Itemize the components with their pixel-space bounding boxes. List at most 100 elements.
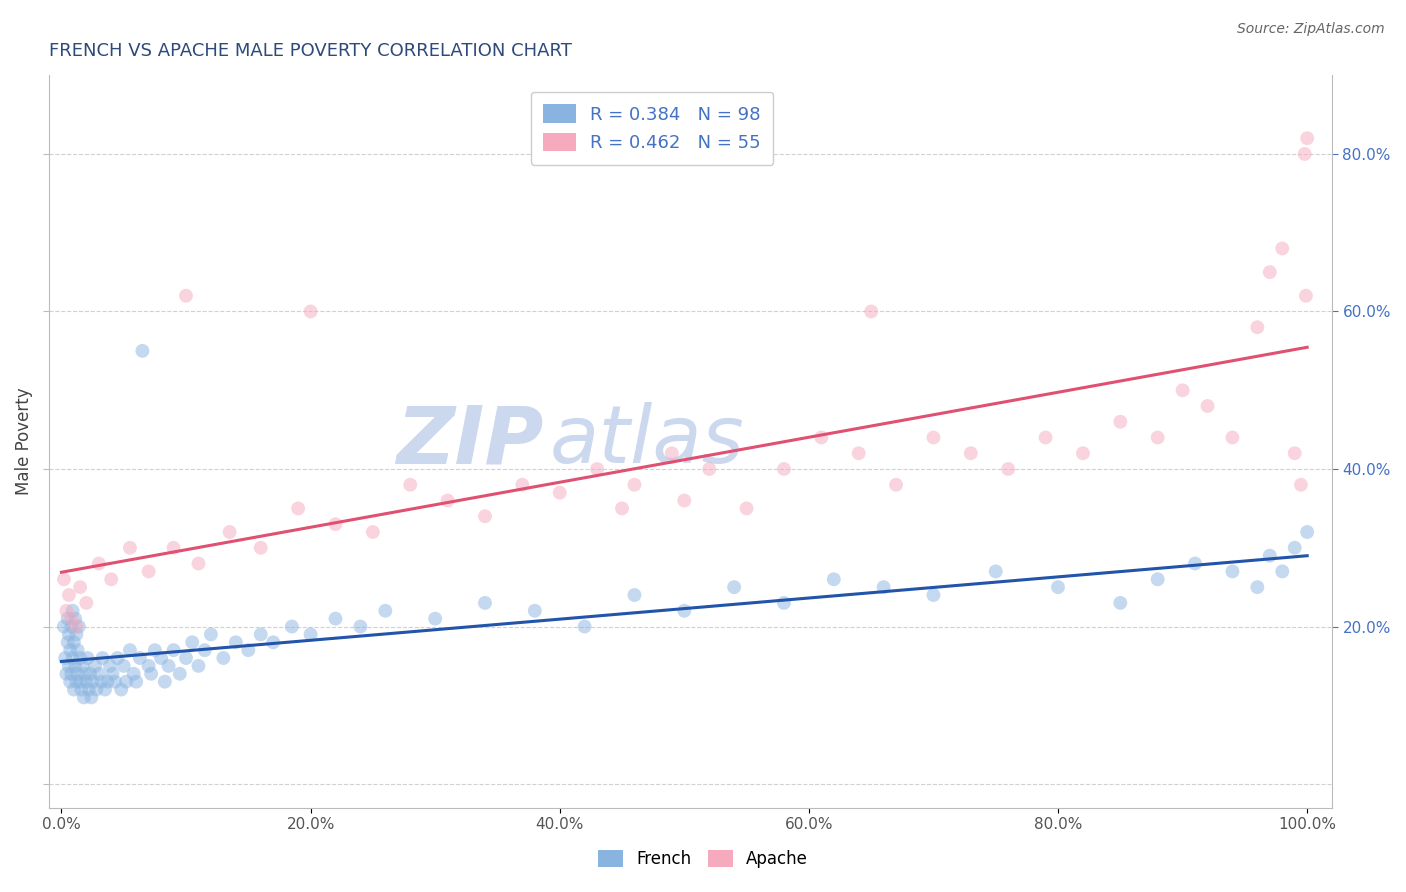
- Point: [58, 588, 80, 602]
- Point: [75, 596, 97, 610]
- Point: [122, 666, 145, 681]
- Point: [181, 635, 204, 649]
- Point: [63, 612, 86, 626]
- Point: [174, 289, 197, 303]
- Point: [55, 604, 77, 618]
- Point: [62, 604, 84, 618]
- Point: [1258, 265, 1281, 279]
- Point: [1284, 541, 1306, 555]
- Point: [143, 643, 166, 657]
- Point: [69, 651, 91, 665]
- Point: [1246, 320, 1268, 334]
- Point: [56, 612, 79, 626]
- Point: [187, 659, 209, 673]
- Point: [107, 651, 129, 665]
- Point: [157, 659, 180, 673]
- Point: [87, 557, 110, 571]
- Point: [52, 619, 75, 633]
- Point: [194, 643, 217, 657]
- Point: [399, 477, 422, 491]
- Text: ZIP: ZIP: [395, 402, 543, 481]
- Point: [55, 666, 77, 681]
- Point: [153, 674, 176, 689]
- Point: [118, 541, 141, 555]
- Point: [174, 651, 197, 665]
- Point: [63, 635, 86, 649]
- Point: [53, 651, 76, 665]
- Text: atlas: atlas: [550, 402, 744, 481]
- Point: [110, 682, 132, 697]
- Point: [349, 619, 371, 633]
- Point: [249, 541, 271, 555]
- Point: [138, 659, 160, 673]
- Point: [1035, 430, 1057, 444]
- Point: [474, 596, 496, 610]
- Point: [1171, 383, 1194, 397]
- Point: [1271, 565, 1294, 579]
- Point: [860, 304, 883, 318]
- Point: [984, 565, 1007, 579]
- Point: [623, 477, 645, 491]
- Point: [1146, 430, 1168, 444]
- Point: [76, 651, 98, 665]
- Point: [63, 659, 86, 673]
- Point: [58, 627, 80, 641]
- Point: [673, 604, 696, 618]
- Point: [66, 666, 89, 681]
- Point: [79, 666, 101, 681]
- Point: [70, 682, 93, 697]
- Point: [823, 572, 845, 586]
- Point: [773, 596, 796, 610]
- Point: [1071, 446, 1094, 460]
- Point: [131, 343, 153, 358]
- Point: [872, 580, 894, 594]
- Point: [959, 446, 981, 460]
- Point: [66, 643, 89, 657]
- Point: [69, 580, 91, 594]
- Point: [60, 619, 83, 633]
- Y-axis label: Male Poverty: Male Poverty: [15, 388, 32, 495]
- Point: [65, 674, 87, 689]
- Point: [1197, 399, 1219, 413]
- Point: [922, 588, 945, 602]
- Point: [82, 674, 104, 689]
- Point: [249, 627, 271, 641]
- Point: [848, 446, 870, 460]
- Point: [73, 690, 96, 705]
- Point: [96, 674, 118, 689]
- Point: [104, 674, 127, 689]
- Point: [139, 666, 162, 681]
- Point: [374, 604, 396, 618]
- Point: [162, 541, 184, 555]
- Point: [1295, 289, 1317, 303]
- Point: [474, 509, 496, 524]
- Point: [187, 557, 209, 571]
- Point: [262, 635, 284, 649]
- Point: [212, 651, 235, 665]
- Point: [1271, 242, 1294, 256]
- Point: [299, 627, 322, 641]
- Point: [238, 643, 260, 657]
- Text: FRENCH VS APACHE MALE POVERTY CORRELATION CHART: FRENCH VS APACHE MALE POVERTY CORRELATIO…: [49, 42, 572, 60]
- Point: [72, 659, 94, 673]
- Text: Source: ZipAtlas.com: Source: ZipAtlas.com: [1237, 22, 1385, 37]
- Point: [65, 619, 87, 633]
- Point: [997, 462, 1019, 476]
- Point: [673, 493, 696, 508]
- Point: [138, 565, 160, 579]
- Point: [1289, 477, 1312, 491]
- Point: [218, 524, 240, 539]
- Point: [574, 619, 596, 633]
- Point: [922, 430, 945, 444]
- Point: [661, 446, 683, 460]
- Point: [75, 666, 97, 681]
- Point: [610, 501, 633, 516]
- Point: [325, 612, 347, 626]
- Point: [115, 674, 138, 689]
- Point: [91, 651, 114, 665]
- Point: [225, 635, 247, 649]
- Point: [94, 682, 117, 697]
- Point: [1047, 580, 1070, 594]
- Point: [69, 674, 91, 689]
- Point: [723, 580, 745, 594]
